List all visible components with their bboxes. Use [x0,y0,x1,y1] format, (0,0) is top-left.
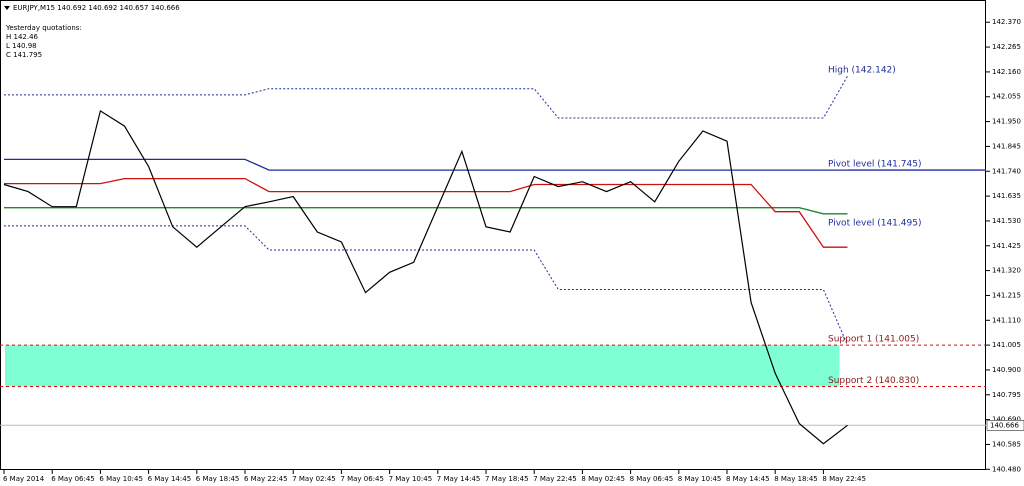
x-tick-label: 7 May 14:45 [437,475,481,483]
x-tick-label: 8 May 02:45 [581,475,625,483]
annotation: Pivot level (141.495) [828,219,921,229]
y-tick-label: 141.635 [992,192,1021,200]
y-tick-label: 140.900 [992,366,1021,374]
y-tick-label: 141.530 [992,217,1021,225]
y-tick-label: 140.585 [992,440,1021,448]
x-tick-label: 6 May 10:45 [99,475,143,483]
x-tick-label: 8 May 18:45 [774,475,818,483]
x-tick-label: 7 May 22:45 [533,475,577,483]
menu-arrow[interactable] [4,6,10,10]
x-tick-label: 6 May 22:45 [244,475,288,483]
x-tick-label: 6 May 06:45 [51,475,95,483]
annotation: Support 1 (141.005) [828,335,919,345]
level-line [4,225,848,346]
x-tick-label: 8 May 06:45 [630,475,674,483]
y-tick-label: 141.950 [992,118,1021,126]
x-tick-label: 8 May 22:45 [822,475,866,483]
x-tick-label: 7 May 10:45 [389,475,433,483]
y-tick-label: 141.845 [992,142,1021,150]
level-line [4,177,848,248]
y-tick-label: 142.370 [992,18,1021,26]
y-tick-label: 141.740 [992,167,1021,175]
y-tick-label: 140.795 [992,391,1021,399]
yesterday-title: Yesterday quotations: [5,24,82,32]
x-tick-label: 6 May 18:45 [196,475,240,483]
annotation: Pivot level (141.745) [828,160,921,170]
y-tick-label: 141.110 [992,316,1021,324]
x-tick-label: 8 May 10:45 [678,475,722,483]
x-tick-label: 6 May 14:45 [148,475,192,483]
x-tick-label: 7 May 02:45 [292,475,336,483]
last-price-label: 140.666 [990,421,1019,429]
x-tick-label: 8 May 14:45 [726,475,770,483]
yesterday-close: C 141.795 [6,51,42,59]
symbol-info: EURJPY,M15 140.692 140.692 140.657 140.6… [13,4,180,12]
y-tick-label: 141.425 [992,242,1021,250]
yesterday-low: L 140.98 [6,42,37,50]
x-tick-label: 6 May 2014 [3,475,45,483]
level-line [4,207,848,215]
last-price-box [986,420,1024,431]
y-tick-label: 141.320 [992,267,1021,275]
y-tick-label: 140.690 [992,416,1021,424]
y-tick-label: 142.265 [992,43,1021,51]
x-tick-label: 7 May 06:45 [340,475,384,483]
y-tick-label: 140.480 [992,465,1021,473]
price-line [3,109,848,445]
level-line [4,75,848,119]
y-tick-label: 142.055 [992,93,1021,101]
x-tick-label: 7 May 18:45 [485,475,529,483]
yesterday-high: H 142.46 [6,33,39,41]
plot [0,75,986,445]
y-tick-label: 141.215 [992,291,1021,299]
y-tick-label: 142.160 [992,68,1021,76]
annotation: Support 2 (140.830) [828,376,919,386]
y-tick-label: 141.005 [992,341,1021,349]
plot-frame [0,0,986,470]
support-zone [5,345,840,387]
annotation: High (142.142) [828,66,896,76]
